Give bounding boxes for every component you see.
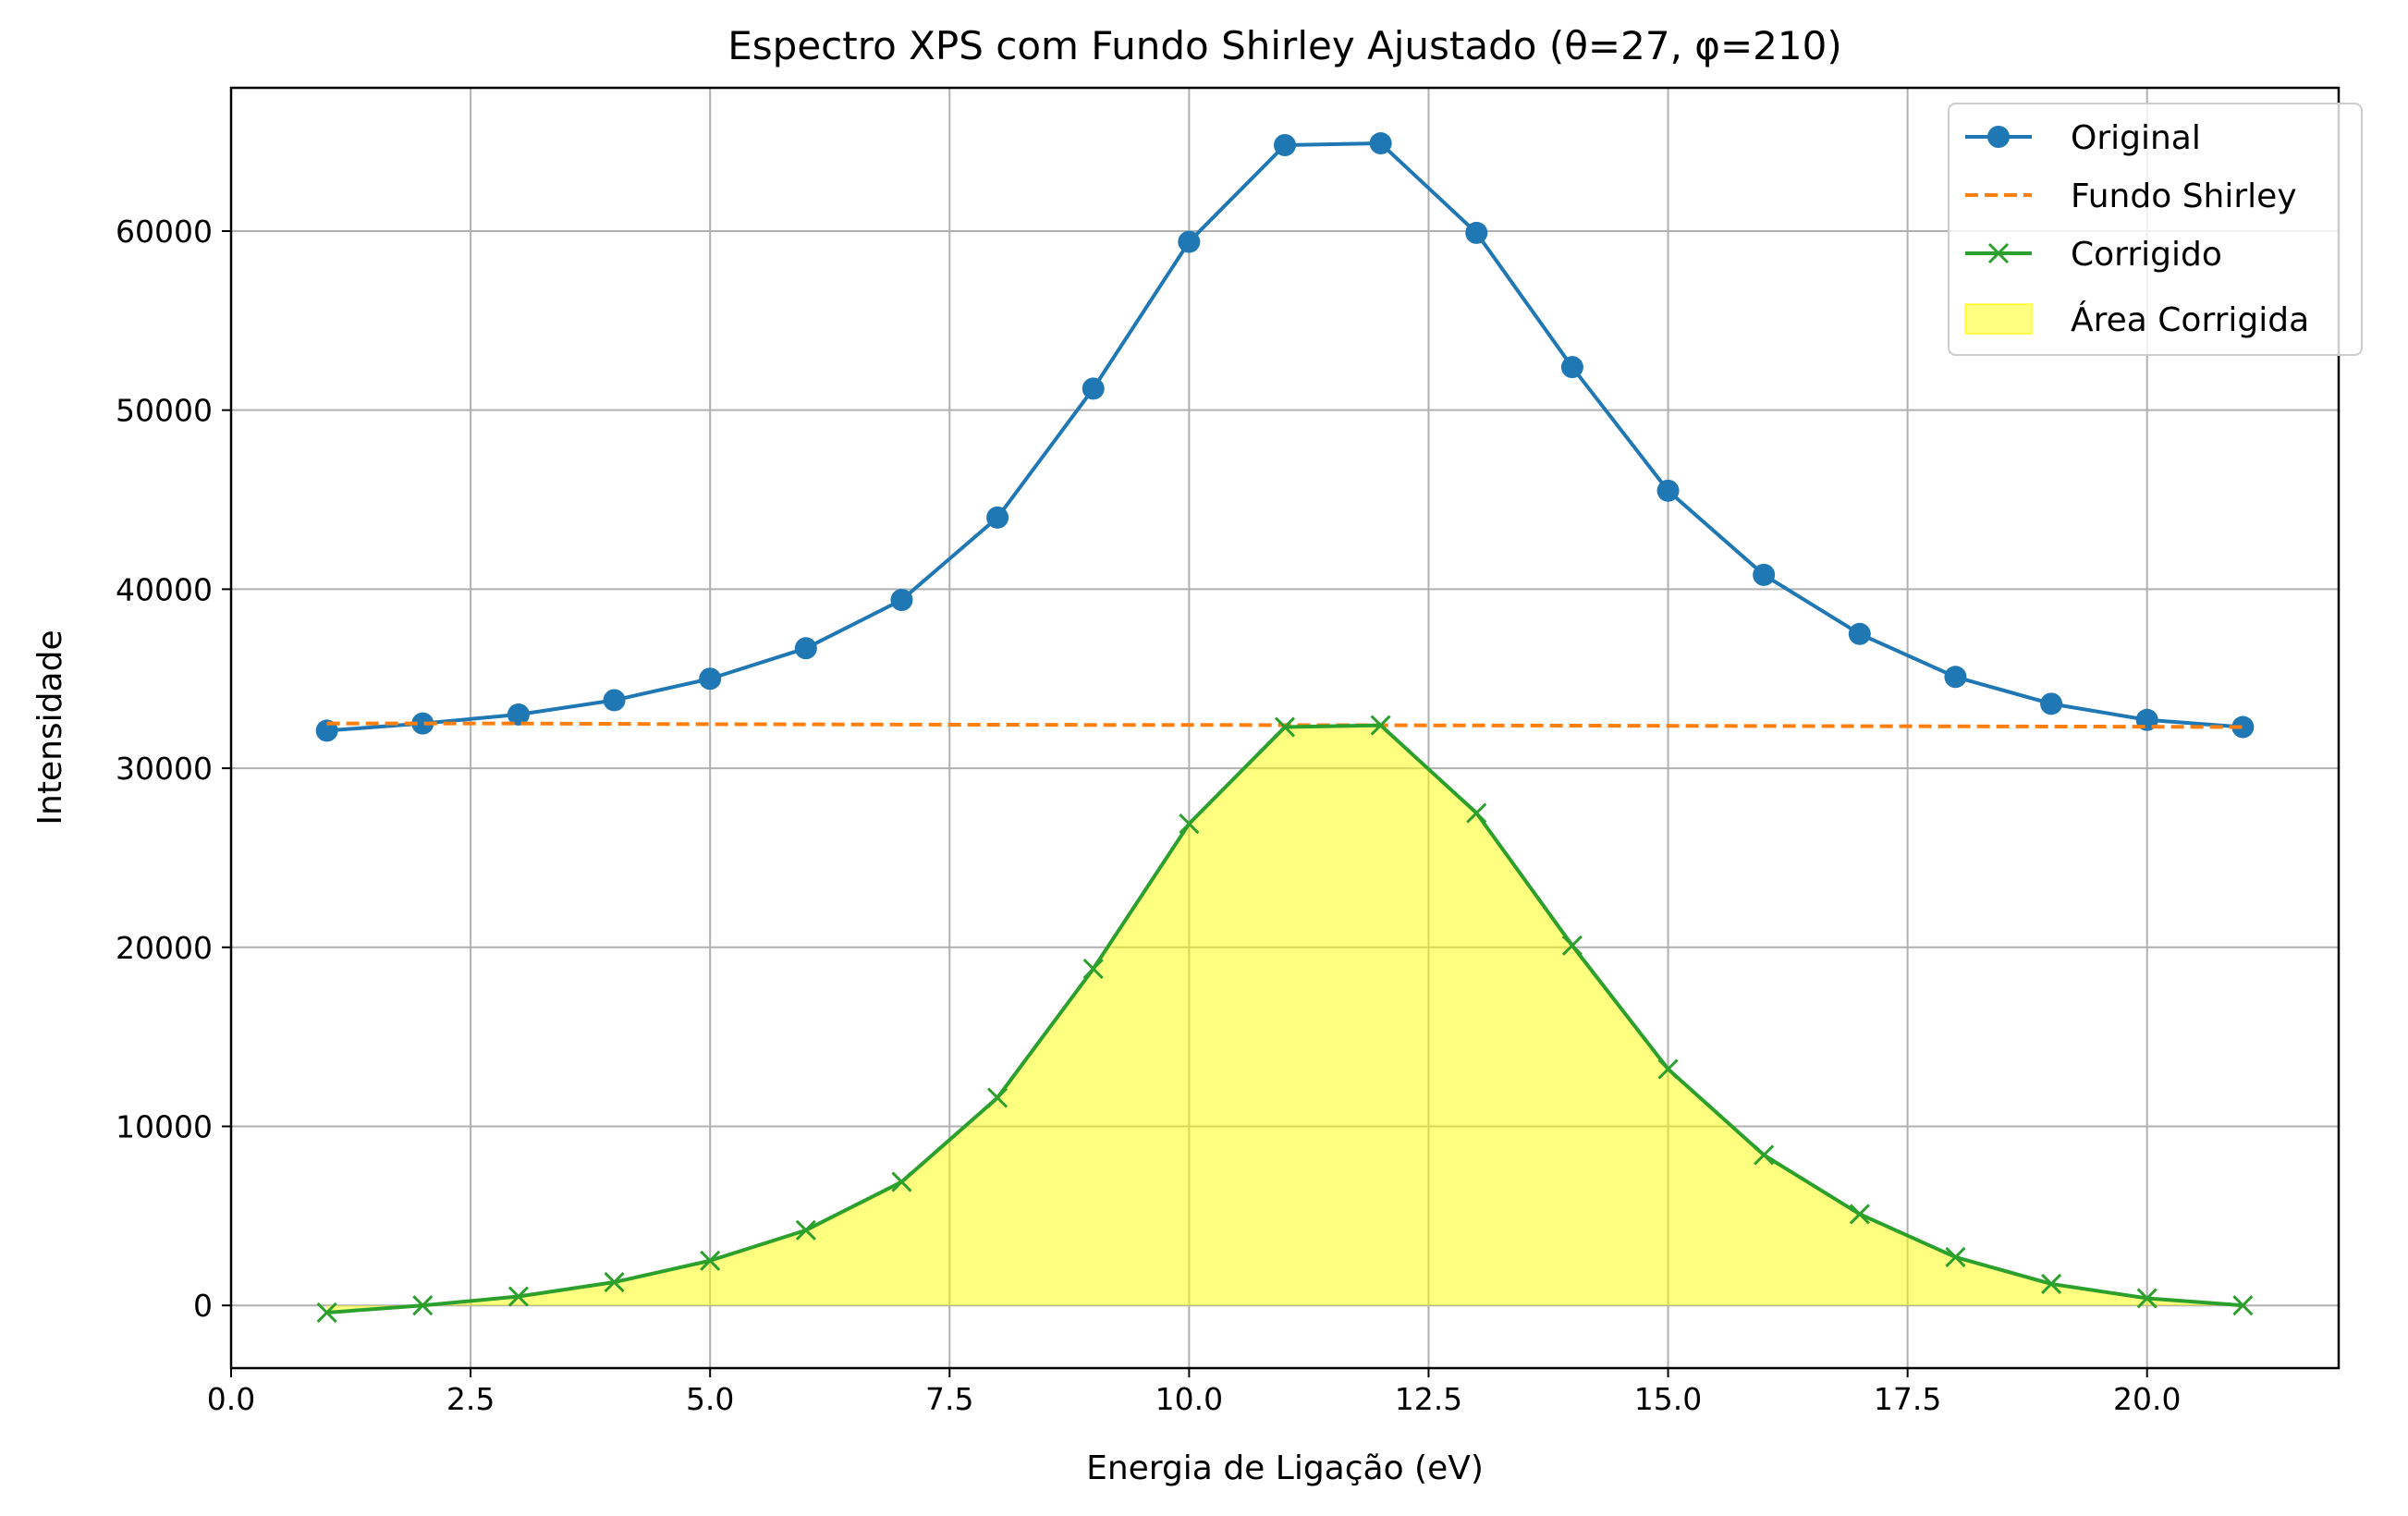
plot-frame — [229, 86, 2341, 1370]
y-tick-label: 10000 — [116, 1108, 213, 1144]
legend: Original Fundo Shirley Corrigido Área Corri… — [1948, 103, 2363, 356]
corrigido-point — [795, 1219, 816, 1241]
x-tick-label: 0.0 — [207, 1381, 255, 1417]
corrigido-point — [1466, 802, 1487, 824]
corrigido-point — [987, 1087, 1008, 1108]
corrigido-point — [316, 1302, 337, 1324]
x-axis-title: Energia de Ligação (eV) — [1086, 1449, 1484, 1487]
y-axis-title: Intensidade — [31, 630, 69, 825]
legend-label-area-corrigida: Área Corrigida — [2071, 300, 2309, 339]
corrigido-point — [2136, 1288, 2157, 1309]
y-tick-label: 20000 — [116, 930, 213, 966]
legend-marker-corrigido — [1987, 242, 2010, 264]
x-tick-label: 10.0 — [1155, 1381, 1223, 1417]
original-point — [1082, 377, 1105, 400]
corrigido-point — [1370, 715, 1391, 736]
original-point — [507, 703, 530, 726]
corrigido-point — [1082, 958, 1104, 980]
corrigido-point — [2041, 1273, 2062, 1295]
corrigido-point — [1179, 813, 1200, 835]
fill-layer — [326, 725, 2243, 1313]
y-tick-label: 30000 — [116, 751, 213, 787]
original-point — [986, 506, 1009, 529]
legend-marker-original — [1987, 126, 2010, 148]
y-tick-label: 50000 — [116, 393, 213, 429]
original-point — [1848, 622, 1871, 645]
legend-box — [1948, 103, 2363, 356]
x-tick-label: 15.0 — [1634, 1381, 1702, 1417]
corrigido-point — [2232, 1295, 2254, 1316]
original-point — [1274, 133, 1296, 156]
x-axis-ticks: 0.0 2.5 5.0 7.5 10.0 12.5 15.0 17.5 20.0 — [207, 1368, 2181, 1417]
corrigido-point — [700, 1250, 721, 1271]
x-tick-label: 20.0 — [2113, 1381, 2181, 1417]
original-point — [794, 637, 817, 660]
x-tick-label: 7.5 — [925, 1381, 973, 1417]
corrigido-point — [412, 1295, 434, 1316]
y-axis-ticks: 0 10000 20000 30000 40000 50000 60000 — [116, 214, 231, 1324]
y-tick-label: 0 — [193, 1288, 213, 1324]
original-point — [411, 712, 434, 735]
corrigido-point — [604, 1271, 625, 1293]
legend-label-fundo-shirley: Fundo Shirley — [2071, 177, 2297, 215]
original-point — [1656, 479, 1680, 502]
corrigido-point — [507, 1286, 529, 1307]
original-point — [1369, 132, 1392, 155]
x-tick-label: 12.5 — [1395, 1381, 1462, 1417]
y-tick-label: 40000 — [116, 571, 213, 607]
original-point — [2040, 692, 2063, 715]
x-tick-label: 2.5 — [446, 1381, 495, 1417]
legend-label-original: Original — [2071, 119, 2201, 157]
corrected-area-fill — [326, 725, 2243, 1313]
fundo-shirley-series-line — [326, 721, 2243, 729]
corrigido-point — [891, 1171, 912, 1192]
corrigido-point — [1561, 935, 1583, 956]
original-point — [603, 689, 626, 712]
y-tick-label: 60000 — [116, 214, 213, 250]
original-point — [1465, 221, 1488, 244]
original-point — [699, 667, 722, 691]
original-point — [2231, 715, 2255, 739]
corrigido-point — [1754, 1144, 1775, 1166]
chart-title: Espectro XPS com Fundo Shirley Ajustado … — [727, 23, 1841, 68]
original-point — [1753, 563, 1776, 586]
x-tick-label: 5.0 — [686, 1381, 734, 1417]
original-point — [1560, 356, 1583, 379]
corrigido-point — [1849, 1204, 1870, 1225]
series-layer — [315, 132, 2255, 1324]
original-point — [1944, 666, 1967, 689]
corrigido-point — [1274, 716, 1296, 738]
corrigido-point — [1657, 1058, 1679, 1080]
corrigido-point — [1945, 1246, 1966, 1267]
x-tick-label: 17.5 — [1874, 1381, 1941, 1417]
legend-swatch-area-corrigida — [1964, 303, 2033, 335]
original-point — [1178, 230, 1201, 253]
legend-label-corrigido: Corrigido — [2071, 236, 2222, 274]
original-point — [890, 589, 913, 611]
